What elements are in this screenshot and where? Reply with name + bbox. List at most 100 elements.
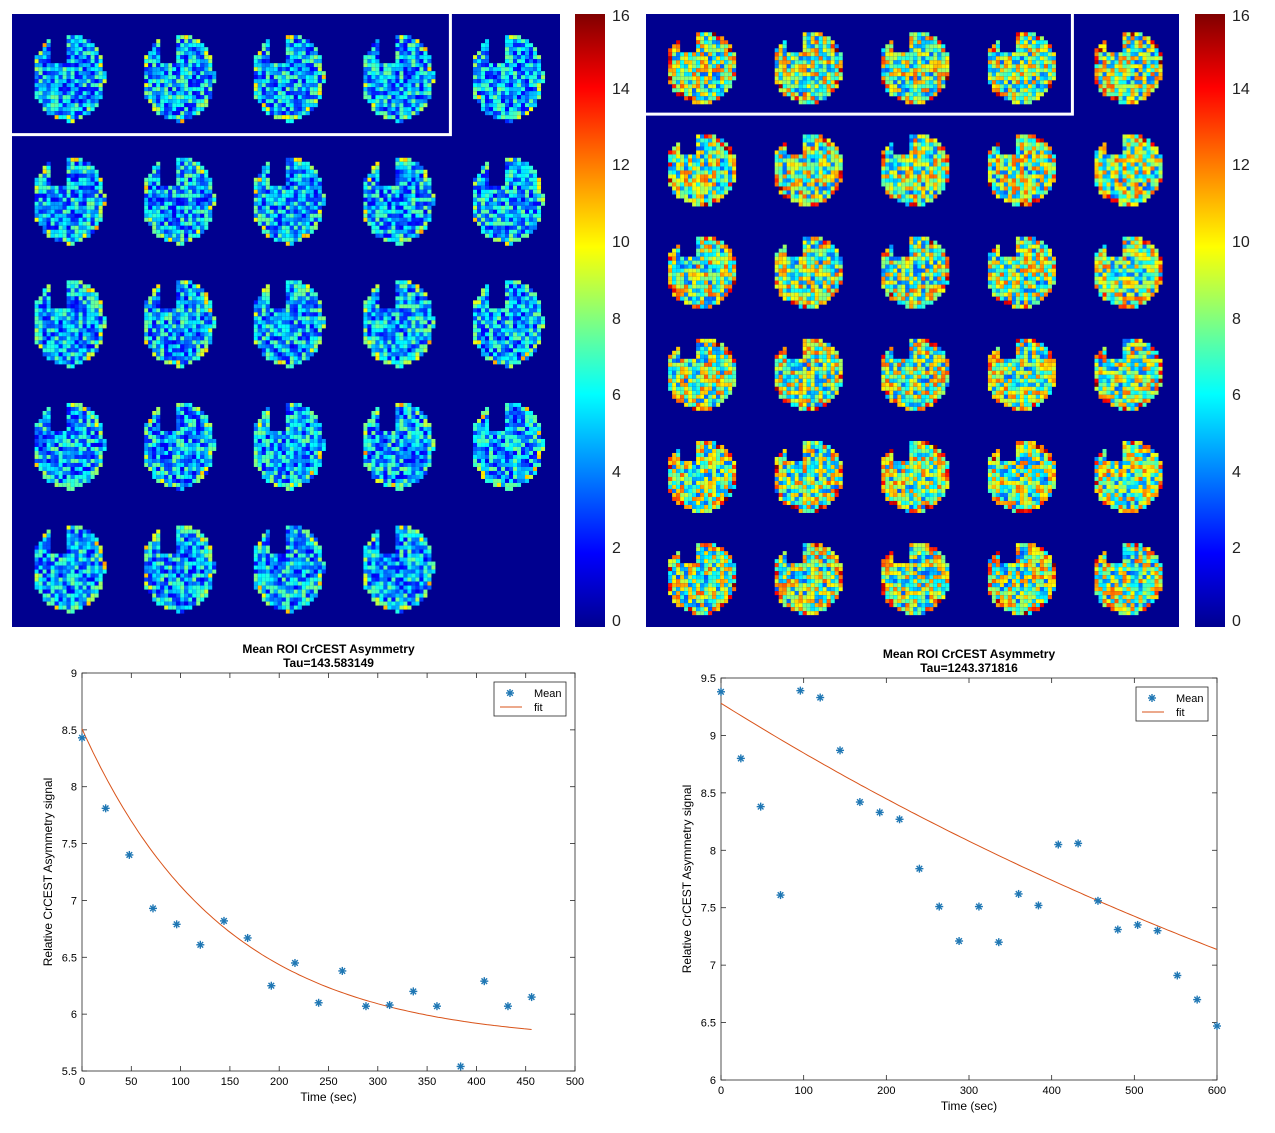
mean-point	[955, 937, 964, 946]
y-axis-label: Relative CrCEST Asymmetry signal	[680, 785, 694, 974]
montage-tile	[881, 134, 950, 207]
legend-fit-label: fit	[534, 702, 543, 714]
montage-tile	[473, 157, 546, 246]
legend-fit-label: fit	[1176, 707, 1185, 719]
mean-point	[527, 993, 536, 1002]
montage-tile	[987, 134, 1056, 207]
montage-tile	[668, 338, 737, 411]
montage-tile	[363, 525, 436, 614]
plot-axes-box	[81, 672, 576, 1072]
montage-tile	[881, 338, 950, 411]
x-tick-label: 300	[369, 1076, 387, 1088]
montage-tile	[144, 402, 217, 491]
colorbar-tick-label: 8	[612, 310, 621, 328]
mean-point	[1034, 901, 1043, 910]
y-tick-label: 7.5	[701, 903, 716, 915]
x-tick-label: 350	[418, 1076, 436, 1088]
legend-mean-label: Mean	[1176, 693, 1204, 705]
colorbar-tick-label: 14	[612, 80, 630, 98]
mean-point	[1213, 1022, 1221, 1031]
mean-point	[717, 687, 725, 696]
mean-point	[796, 686, 805, 695]
mean-point	[1074, 839, 1083, 848]
colorbar-left-ticks: 0 2 4 6 8 10 12 14 16	[612, 8, 652, 630]
x-tick-label: 100	[171, 1076, 189, 1088]
mean-point	[338, 966, 347, 975]
highlight-box	[12, 14, 452, 137]
chart-title: Mean ROI CrCEST Asymmetry	[242, 642, 415, 656]
montage-left-image	[12, 14, 546, 614]
montage-tile	[774, 236, 843, 309]
mean-point	[836, 746, 845, 755]
montage-tile	[987, 543, 1056, 616]
montage-tile	[473, 35, 546, 124]
mean-point	[314, 998, 323, 1007]
montage-tile	[1094, 338, 1163, 411]
mean-point	[816, 693, 825, 702]
mean-point	[456, 1062, 465, 1071]
montage-tile	[34, 280, 107, 369]
colorbar-tick-label: 4	[1232, 463, 1241, 481]
colorbar-tick-label: 16	[1232, 8, 1250, 25]
montage-tile	[144, 525, 217, 614]
mean-point	[196, 940, 205, 949]
legend-mean-marker	[506, 689, 514, 697]
montage-tile	[1094, 134, 1163, 207]
mean-point	[1093, 896, 1102, 905]
colorbar-tick-label: 16	[612, 8, 630, 25]
mean-point	[480, 977, 489, 986]
y-tick-label: 6	[71, 1009, 77, 1021]
montage-tile	[1094, 440, 1163, 513]
montage-tile	[363, 157, 436, 246]
montage-tile	[668, 543, 737, 616]
montage-tile	[1094, 32, 1163, 105]
montage-tile	[987, 236, 1056, 309]
mean-point	[243, 933, 252, 942]
mean-point	[290, 958, 299, 967]
montage-tile	[363, 280, 436, 369]
montage-tile	[253, 402, 326, 491]
legend-mean-marker	[1148, 694, 1156, 702]
mean-point	[1054, 840, 1063, 849]
colorbar-left	[575, 14, 605, 627]
montage-tile	[144, 280, 217, 369]
mean-point	[1193, 995, 1202, 1004]
montage-left	[12, 14, 560, 627]
mean-point	[409, 987, 418, 996]
x-tick-label: 250	[319, 1076, 337, 1088]
y-tick-label: 8	[71, 782, 77, 794]
mean-point	[219, 916, 228, 925]
x-tick-label: 0	[79, 1076, 85, 1088]
montage-tile	[34, 402, 107, 491]
mean-point	[385, 1001, 394, 1010]
mean-point	[915, 864, 924, 873]
montage-tile	[363, 402, 436, 491]
fit-line	[720, 702, 1218, 950]
x-tick-label: 300	[960, 1085, 978, 1097]
mean-point	[1153, 926, 1162, 935]
montage-tile	[473, 280, 546, 369]
mean-point	[974, 902, 983, 911]
mean-point	[875, 808, 884, 817]
colorbar-tick-label: 10	[612, 233, 630, 251]
montage-tile	[987, 338, 1056, 411]
montage-tile	[987, 440, 1056, 513]
colorbar-tick-label: 6	[1232, 387, 1241, 405]
y-tick-label: 6.5	[62, 952, 77, 964]
montage-tile	[253, 280, 326, 369]
montage-right-image	[646, 14, 1163, 616]
colorbar-tick-label: 14	[1232, 80, 1250, 98]
montage-tile	[34, 35, 107, 124]
colorbar-tick-label: 10	[1232, 233, 1250, 251]
mean-point	[1173, 971, 1182, 980]
colorbar-right	[1195, 14, 1225, 627]
x-tick-label: 150	[221, 1076, 239, 1088]
montage-tile	[774, 338, 843, 411]
legend-mean-label: Mean	[534, 688, 562, 700]
colorbar-tick-label: 4	[612, 463, 621, 481]
mean-point	[78, 733, 86, 742]
x-tick-label: 50	[125, 1076, 137, 1088]
mean-point	[776, 891, 785, 900]
x-tick-label: 400	[1042, 1085, 1060, 1097]
